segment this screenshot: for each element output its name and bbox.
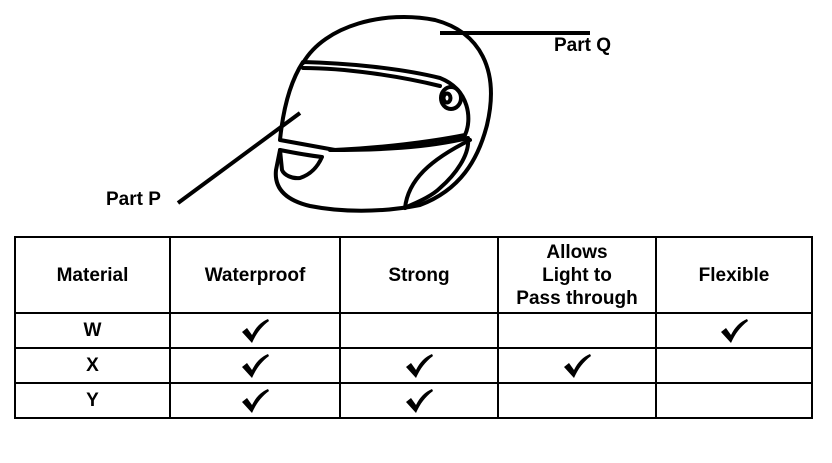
material-cell: Y	[14, 382, 171, 419]
waterproof-cell	[169, 382, 341, 419]
header-strong: Strong	[339, 236, 499, 314]
check-mark-icon	[564, 353, 591, 378]
flexible-cell	[655, 312, 813, 349]
check-mark-icon	[406, 353, 433, 378]
part-q-label: Part Q	[554, 35, 612, 56]
strong-cell	[339, 382, 499, 419]
table-row: W	[14, 312, 813, 349]
materials-table: Material Waterproof Strong Allows Light …	[14, 236, 813, 419]
header-allows-light-line-1: Allows	[546, 241, 608, 263]
helmet-visor	[278, 60, 471, 152]
allows-light-cell	[497, 312, 657, 349]
material-cell: W	[14, 312, 171, 349]
header-waterproof: Waterproof	[169, 236, 341, 314]
flexible-cell	[655, 347, 813, 384]
strong-cell	[339, 312, 499, 349]
helmet-illustration	[176, 15, 590, 213]
allows-light-cell	[497, 382, 657, 419]
table-row: X	[14, 347, 813, 384]
check-mark-icon	[242, 388, 269, 413]
header-material: Material	[14, 236, 171, 314]
waterproof-cell	[169, 312, 341, 349]
header-allows-light: Allows Light to Pass through	[497, 236, 657, 314]
header-allows-light-line-3: Pass through	[516, 287, 638, 309]
table-row: Y	[14, 382, 813, 419]
check-mark-icon	[406, 388, 433, 413]
check-mark-icon	[242, 318, 269, 343]
part-p-label: Part P	[106, 189, 161, 210]
header-allows-light-line-2: Light to	[542, 264, 612, 286]
flexible-cell	[655, 382, 813, 419]
strong-cell	[339, 347, 499, 384]
helmet-shell	[273, 15, 493, 213]
material-cell: X	[14, 347, 171, 384]
allows-light-cell	[497, 347, 657, 384]
waterproof-cell	[169, 347, 341, 384]
header-flexible: Flexible	[655, 236, 813, 314]
chin-vent	[278, 148, 324, 181]
check-mark-icon	[242, 353, 269, 378]
header-row: Material Waterproof Strong Allows Light …	[14, 236, 813, 314]
check-mark-icon	[721, 318, 748, 343]
part-p-leader	[176, 111, 302, 205]
